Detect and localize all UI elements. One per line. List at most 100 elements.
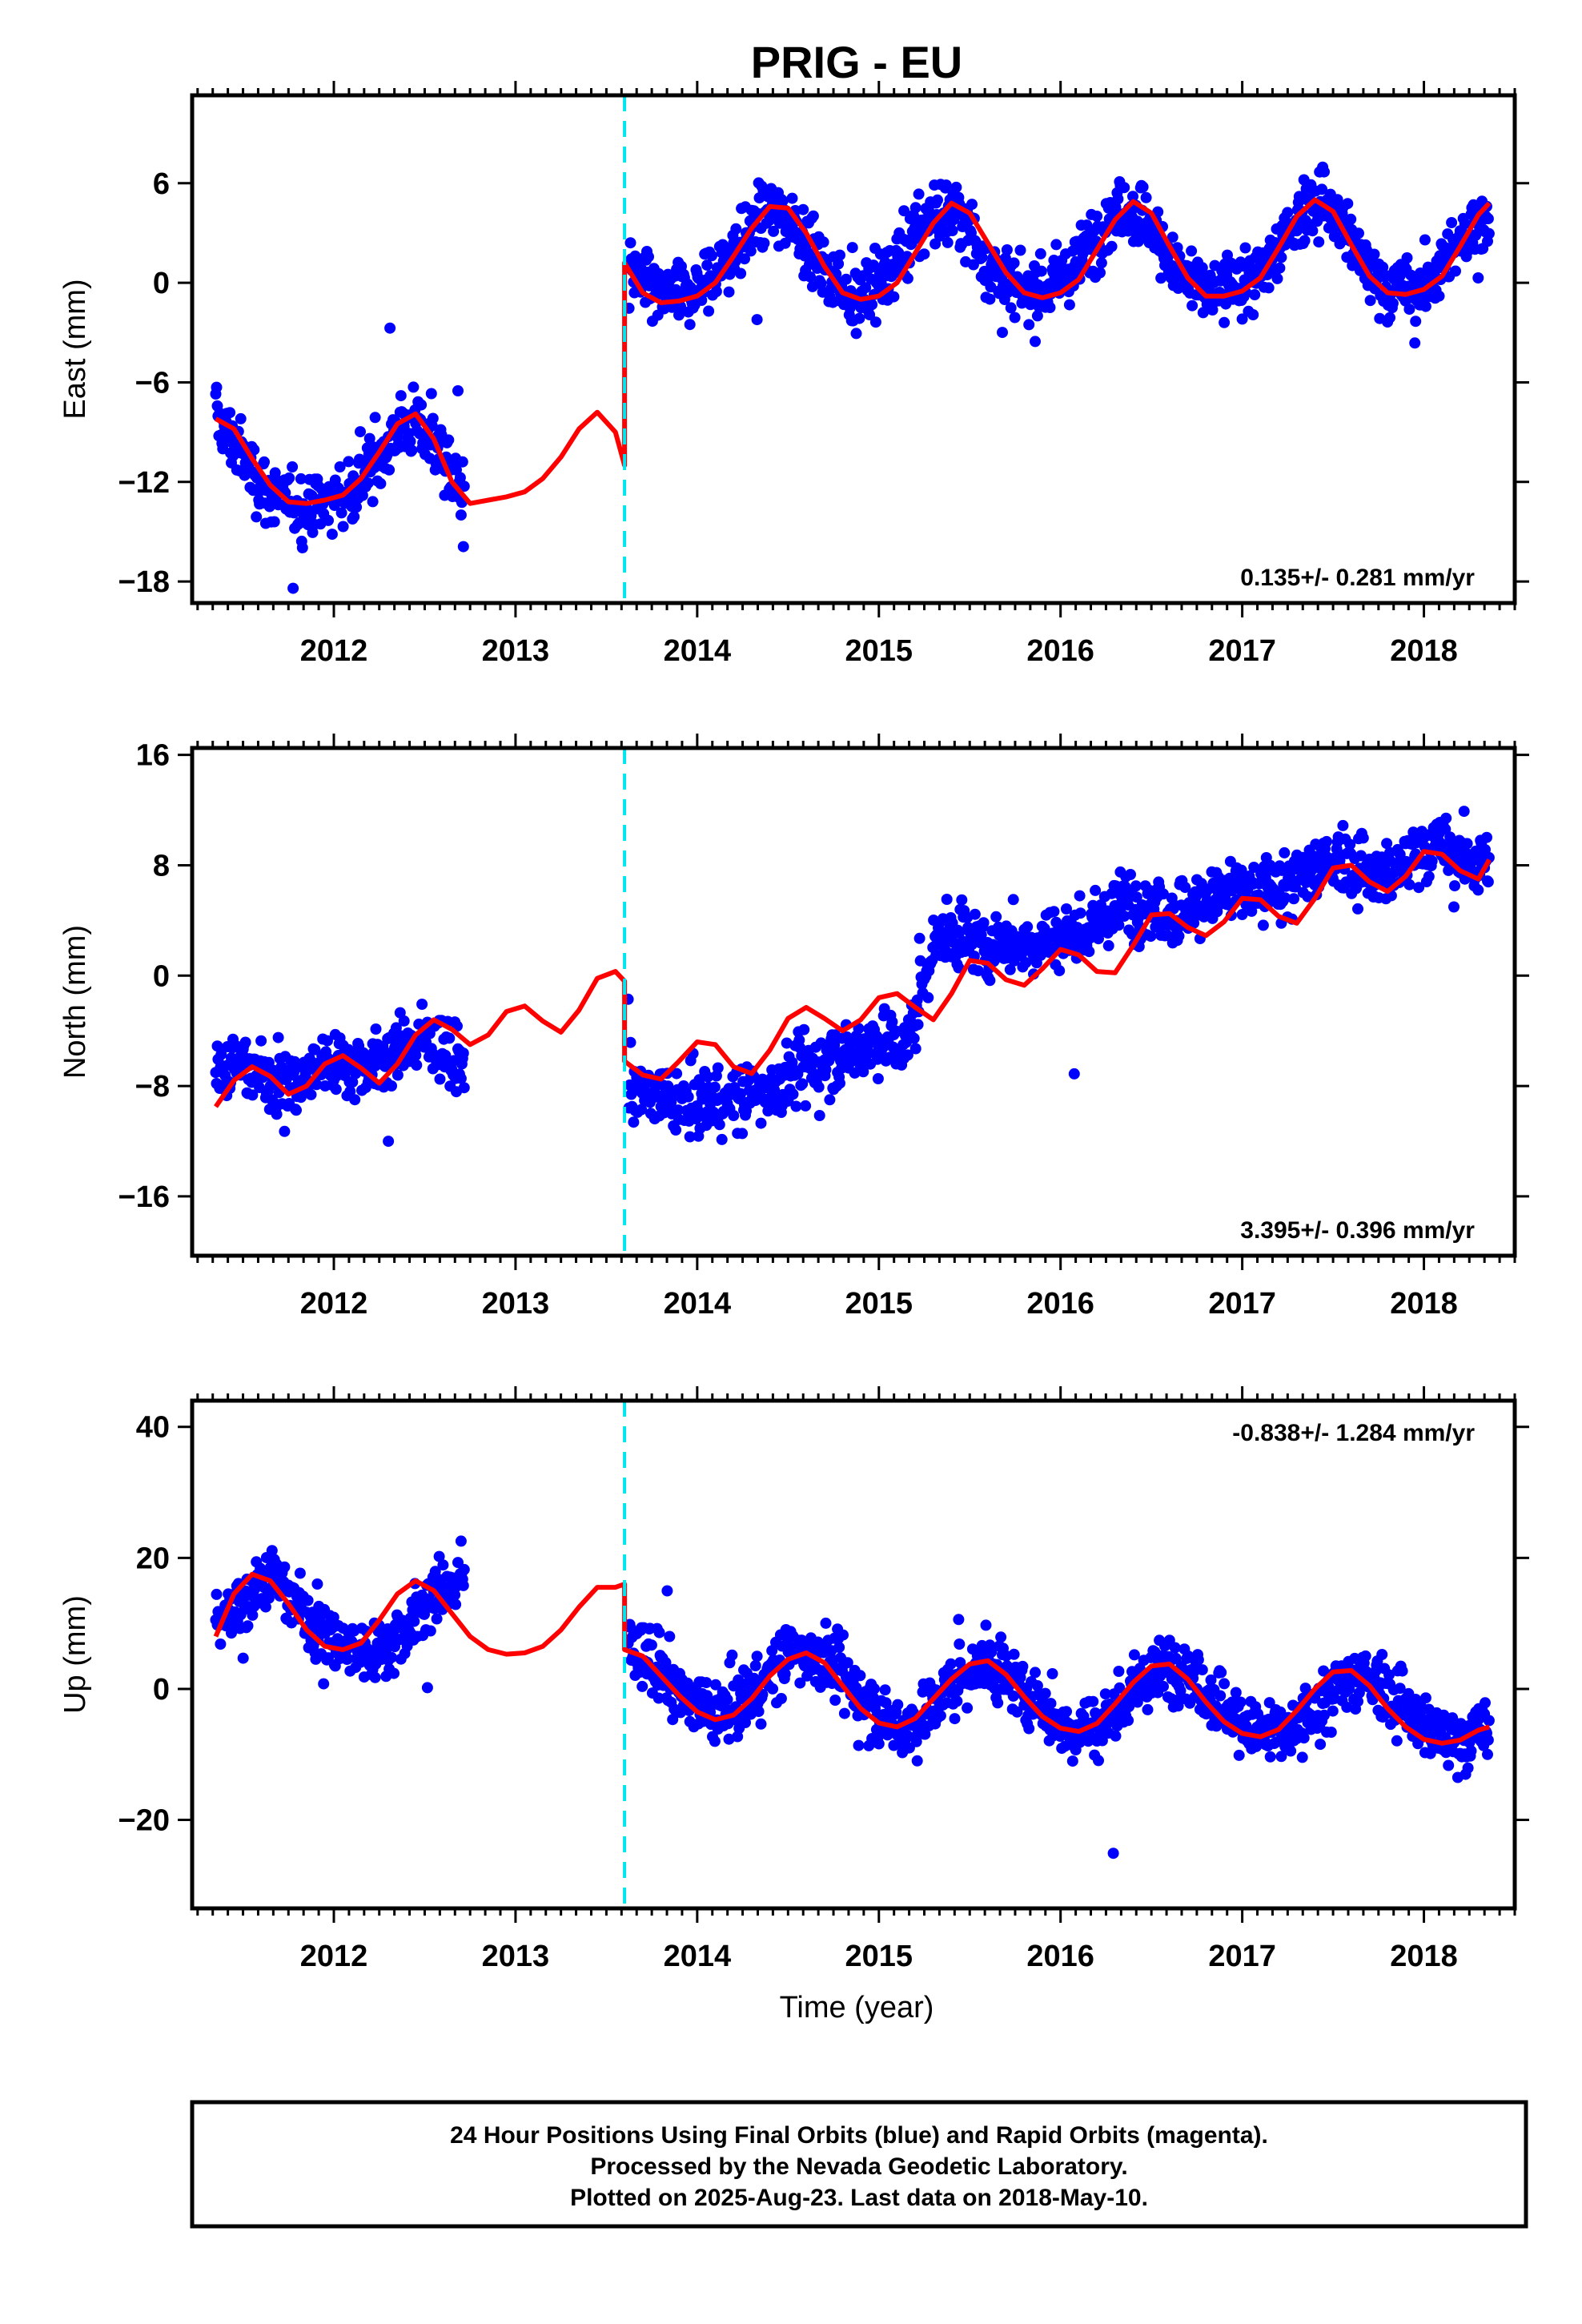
data-point [1472, 884, 1484, 896]
data-point [1048, 906, 1060, 918]
data-point [762, 1105, 774, 1117]
x-tick-label: 2016 [1026, 634, 1094, 668]
data-point [434, 1073, 446, 1085]
data-point [1174, 1685, 1186, 1697]
data-point [1331, 194, 1343, 206]
data-point [1321, 835, 1332, 847]
data-point [427, 412, 439, 424]
data-point [976, 251, 988, 263]
data-point [294, 1567, 306, 1579]
y-tick-label: −12 [118, 466, 170, 500]
data-point [1325, 1727, 1337, 1738]
data-point [1099, 1688, 1111, 1700]
data-point [287, 461, 299, 472]
data-point [295, 472, 307, 485]
data-point [908, 1032, 920, 1044]
data-point [823, 1055, 835, 1067]
data-point [1482, 876, 1494, 888]
data-point [860, 282, 872, 294]
up-tick-marks [178, 1386, 1529, 1923]
data-point [1419, 234, 1431, 246]
data-point [1102, 939, 1114, 951]
data-point [817, 236, 829, 248]
data-point [1299, 235, 1311, 247]
data-point [327, 1611, 339, 1623]
data-point [853, 1739, 865, 1751]
data-point [1004, 963, 1016, 975]
data-point [653, 1626, 665, 1638]
data-point [990, 911, 1002, 923]
data-point [636, 1680, 648, 1692]
data-point [283, 472, 295, 484]
data-point [758, 237, 770, 249]
footer-line-orbits: 24 Hour Positions Using Final Orbits (bl… [450, 2122, 1268, 2149]
data-point [1285, 1745, 1297, 1757]
data-point [1014, 244, 1026, 256]
data-point [1391, 1735, 1403, 1747]
data-point [1465, 1745, 1477, 1757]
data-point [1248, 862, 1260, 873]
data-point [375, 477, 387, 489]
up-model-line [213, 1571, 1491, 1746]
data-point [455, 1535, 467, 1547]
data-point [1313, 236, 1325, 248]
data-point [211, 1040, 223, 1052]
data-point [701, 259, 713, 271]
data-point [1275, 1706, 1287, 1718]
data-point [311, 1578, 323, 1590]
data-point [1298, 1732, 1310, 1744]
y-tick-label: 6 [153, 167, 170, 201]
data-point [255, 1562, 267, 1574]
east-rate-label: 0.135+/- 0.281 mm/yr [1240, 565, 1475, 591]
data-point [433, 1550, 445, 1562]
data-point [945, 1658, 957, 1670]
data-point [237, 1652, 249, 1664]
x-tick-label: 2017 [1208, 634, 1276, 668]
data-point [247, 1609, 259, 1621]
data-point [437, 1559, 449, 1571]
data-point [406, 444, 418, 456]
data-point [969, 908, 981, 920]
data-point [787, 1088, 799, 1100]
data-point [1449, 880, 1460, 892]
data-point [1113, 919, 1125, 931]
data-point [1426, 855, 1438, 867]
data-point [1039, 1687, 1051, 1699]
data-point [706, 250, 717, 262]
footer-line-plotted: Plotted on 2025-Aug-23. Last data on 201… [570, 2185, 1148, 2211]
data-point [1381, 838, 1393, 850]
data-point [946, 225, 958, 236]
data-point [1034, 247, 1046, 259]
data-point [343, 456, 355, 468]
data-point [932, 194, 943, 206]
x-tick-label: 2017 [1208, 1287, 1276, 1321]
data-point [388, 1667, 400, 1679]
data-point [1293, 191, 1305, 203]
x-tick-label: 2015 [845, 1940, 913, 1973]
data-point [1061, 903, 1072, 915]
data-point [737, 1128, 749, 1140]
data-point [797, 1078, 809, 1090]
data-point [443, 434, 455, 446]
data-point [1165, 1693, 1177, 1705]
data-point [1196, 1664, 1208, 1676]
data-point [775, 1693, 787, 1704]
data-point [709, 1081, 721, 1093]
up-plot-frame [190, 1398, 1517, 1911]
data-point [751, 314, 763, 326]
data-point [279, 1561, 291, 1573]
data-point [456, 456, 468, 468]
data-point [419, 1608, 430, 1620]
data-point [1387, 297, 1399, 309]
east-plot-frame [190, 93, 1517, 605]
data-point [342, 1653, 354, 1665]
data-point [287, 582, 299, 594]
data-point [1205, 1674, 1217, 1686]
data-point [1192, 1654, 1204, 1666]
data-point [853, 312, 865, 324]
data-point [1112, 193, 1124, 205]
data-point [1137, 181, 1149, 193]
data-point [833, 258, 845, 270]
data-point [777, 195, 789, 207]
east-model-line [215, 197, 1492, 506]
